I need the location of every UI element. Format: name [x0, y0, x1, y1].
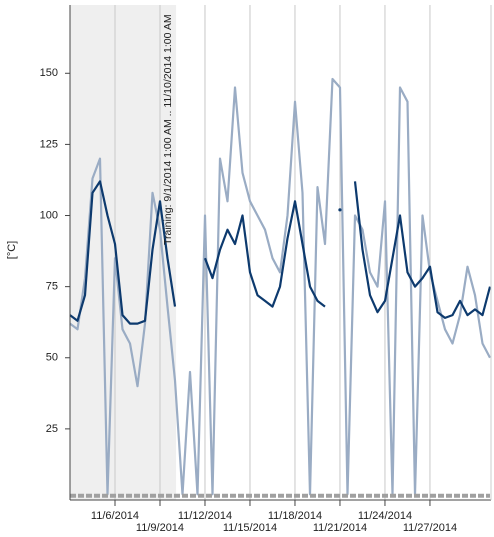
training-annotation: Training: 9/1/2014 1:00 AM .. 11/10/2014…: [162, 14, 174, 245]
x-tick-label: 11/9/2014: [136, 522, 184, 534]
y-tick-label: 50: [46, 352, 58, 364]
x-tick-label: 11/24/2014: [358, 510, 412, 522]
y-axis-label: [°C]: [6, 241, 18, 259]
series-line: [353, 181, 492, 319]
x-tick-label: 11/21/2014: [313, 522, 367, 534]
x-tick-label: 11/27/2014: [403, 522, 457, 534]
x-tick-label: 11/15/2014: [223, 522, 277, 534]
series-line: [69, 180, 177, 325]
x-tick-label: 11/12/2014: [178, 510, 232, 522]
y-tick-label: 125: [40, 138, 58, 150]
y-tick-label: 75: [46, 281, 58, 293]
y-tick-label: 150: [40, 67, 58, 79]
series-line: [69, 77, 491, 496]
y-tick-label: 25: [46, 423, 58, 435]
x-tick-label: 11/6/2014: [91, 510, 139, 522]
y-tick-label: 100: [40, 209, 58, 221]
x-tick-label: 11/18/2014: [268, 510, 322, 522]
series-line: [203, 200, 326, 308]
data-point: [338, 208, 342, 212]
